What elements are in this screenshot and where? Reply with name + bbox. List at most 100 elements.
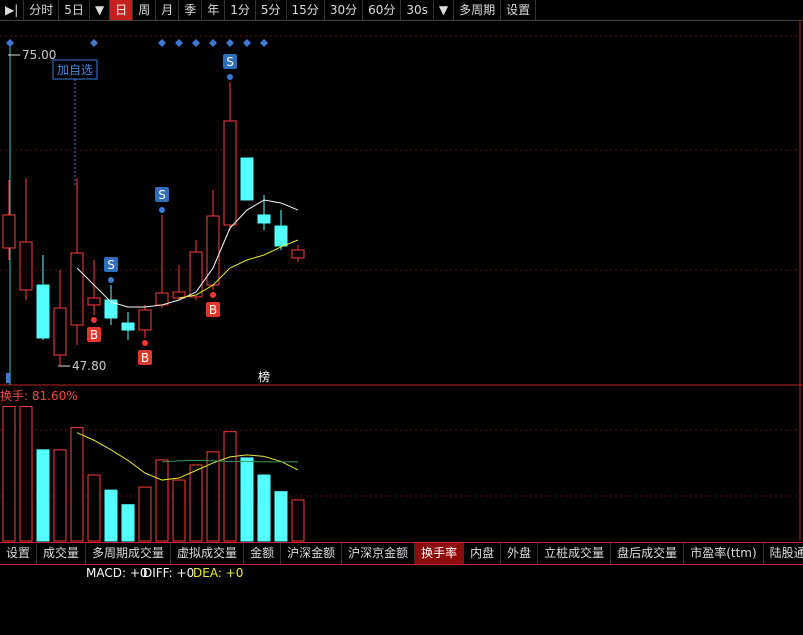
signal-label: S xyxy=(158,188,166,202)
bar xyxy=(104,489,118,542)
bar xyxy=(2,406,16,542)
signal-dot xyxy=(227,73,233,80)
signal-badge xyxy=(155,186,169,202)
tab[interactable]: 盘后成交量 xyxy=(611,543,685,564)
candle-body xyxy=(138,309,152,331)
toolbar-item[interactable]: 设置 xyxy=(501,0,537,20)
toolbar-item[interactable]: 15分 xyxy=(287,0,325,20)
tab[interactable]: 市盈率(ttm) xyxy=(684,543,764,564)
signal-badge xyxy=(87,327,101,343)
tab[interactable]: 虚拟成交量 xyxy=(171,543,245,564)
toolbar-item[interactable]: 年 xyxy=(202,0,226,20)
signal-label: S xyxy=(226,55,234,69)
toolbar-item[interactable]: 周 xyxy=(133,0,157,20)
toolbar-item[interactable]: ▼ xyxy=(90,0,111,20)
bar xyxy=(138,486,152,542)
toolbar-item[interactable]: 多周期 xyxy=(454,0,502,20)
candle-body xyxy=(274,225,288,247)
signal-badge xyxy=(138,349,152,365)
flag xyxy=(6,373,10,383)
macd-value: MACD: +0 xyxy=(86,566,148,580)
toolbar-item[interactable]: 5分 xyxy=(256,0,287,20)
candle-body xyxy=(53,307,67,356)
signal-badge xyxy=(104,257,118,273)
candle-body xyxy=(155,292,169,306)
bar xyxy=(206,451,220,542)
bar xyxy=(172,479,186,542)
toolbar: ▶| 分时 5日 ▼ 日周月季年 1分 5分 15分 30分 60分 30s ▼ 多周期 设置 xyxy=(0,0,803,21)
period: 日线 xyxy=(0,22,24,36)
signal-dot xyxy=(91,317,97,324)
candle-body xyxy=(257,214,271,224)
tab[interactable]: 立桩成交量 xyxy=(538,543,612,564)
bar xyxy=(19,406,33,542)
candle-body xyxy=(240,157,254,201)
toolbar-item[interactable]: 日 xyxy=(110,0,134,20)
dea-value: DEA: +0 xyxy=(193,566,243,580)
bar xyxy=(87,474,101,542)
tab[interactable]: 换手率 xyxy=(415,543,465,564)
bar xyxy=(189,464,203,542)
play-icon[interactable]: ▶| xyxy=(0,0,25,20)
signal-label: B xyxy=(90,328,98,342)
signal-label: B xyxy=(209,303,217,317)
tab[interactable]: 沪深京金额 xyxy=(342,543,416,564)
signal-badge xyxy=(206,301,220,317)
tab[interactable]: 外盘 xyxy=(501,543,539,564)
candle-body xyxy=(19,241,33,291)
rank-label: 榜 xyxy=(258,369,270,384)
candle-body xyxy=(70,252,84,326)
candle-body xyxy=(87,297,101,306)
ma-line xyxy=(76,432,299,481)
tab[interactable]: 多周期成交量 xyxy=(86,543,172,564)
toolbar-item[interactable]: 30s xyxy=(401,0,434,20)
candle-body xyxy=(189,251,203,298)
bar xyxy=(155,459,169,542)
toolbar-item[interactable]: 30分 xyxy=(325,0,364,20)
toolbar-item[interactable]: 季 xyxy=(179,0,203,20)
candle-body xyxy=(223,120,237,226)
high-label: 75.00 xyxy=(22,48,56,62)
watch-label[interactable]: 加自选 xyxy=(57,63,93,77)
signal-label: B xyxy=(141,351,149,365)
signal-dot xyxy=(210,291,216,298)
bar xyxy=(36,449,50,542)
diamonds xyxy=(6,39,268,47)
bar xyxy=(274,491,288,542)
tab[interactable]: 设置 xyxy=(0,543,38,564)
bar xyxy=(70,427,84,542)
signal-dot xyxy=(159,206,165,213)
candle-body xyxy=(291,249,305,259)
signal-badge xyxy=(223,53,237,69)
tab[interactable]: 内盘 xyxy=(464,543,502,564)
ma-line xyxy=(161,459,298,463)
toolbar-item[interactable]: 分时 xyxy=(24,0,60,20)
turnover-title: 换手: 81.60% xyxy=(0,389,78,403)
tab[interactable]: 沪深金额 xyxy=(281,543,343,564)
stock-name: 昊创瑞通 xyxy=(30,22,78,36)
bar xyxy=(240,457,254,542)
toolbar-item[interactable]: ▼ xyxy=(434,0,455,20)
toolbar-item[interactable]: 60分 xyxy=(363,0,402,20)
signal-dot xyxy=(108,277,114,284)
candle-body xyxy=(104,299,118,319)
signal-label: S xyxy=(107,258,115,272)
tab[interactable]: 成交量 xyxy=(37,543,87,564)
bar xyxy=(257,474,271,542)
candle-body xyxy=(2,214,16,249)
toolbar-item[interactable]: 月 xyxy=(156,0,180,20)
bar xyxy=(291,499,305,542)
ma-line xyxy=(178,239,299,299)
candle-body xyxy=(121,322,135,331)
toolbar-item[interactable]: 5日 xyxy=(59,0,90,20)
bar xyxy=(121,504,135,542)
bar xyxy=(223,431,237,542)
toolbar-item[interactable]: 1分 xyxy=(225,0,256,20)
bar xyxy=(53,449,67,542)
tab[interactable]: 陆股通 xyxy=(764,543,803,564)
tab-bar: 设置 成交量 多周期成交量 虚拟成交量 金额 沪深金额 沪深京金额 换手率 内盘 外盘 立桩成交量盘… xyxy=(0,542,803,565)
diff-value: DIFF: +0 xyxy=(143,566,194,580)
tab[interactable]: 金额 xyxy=(244,543,282,564)
